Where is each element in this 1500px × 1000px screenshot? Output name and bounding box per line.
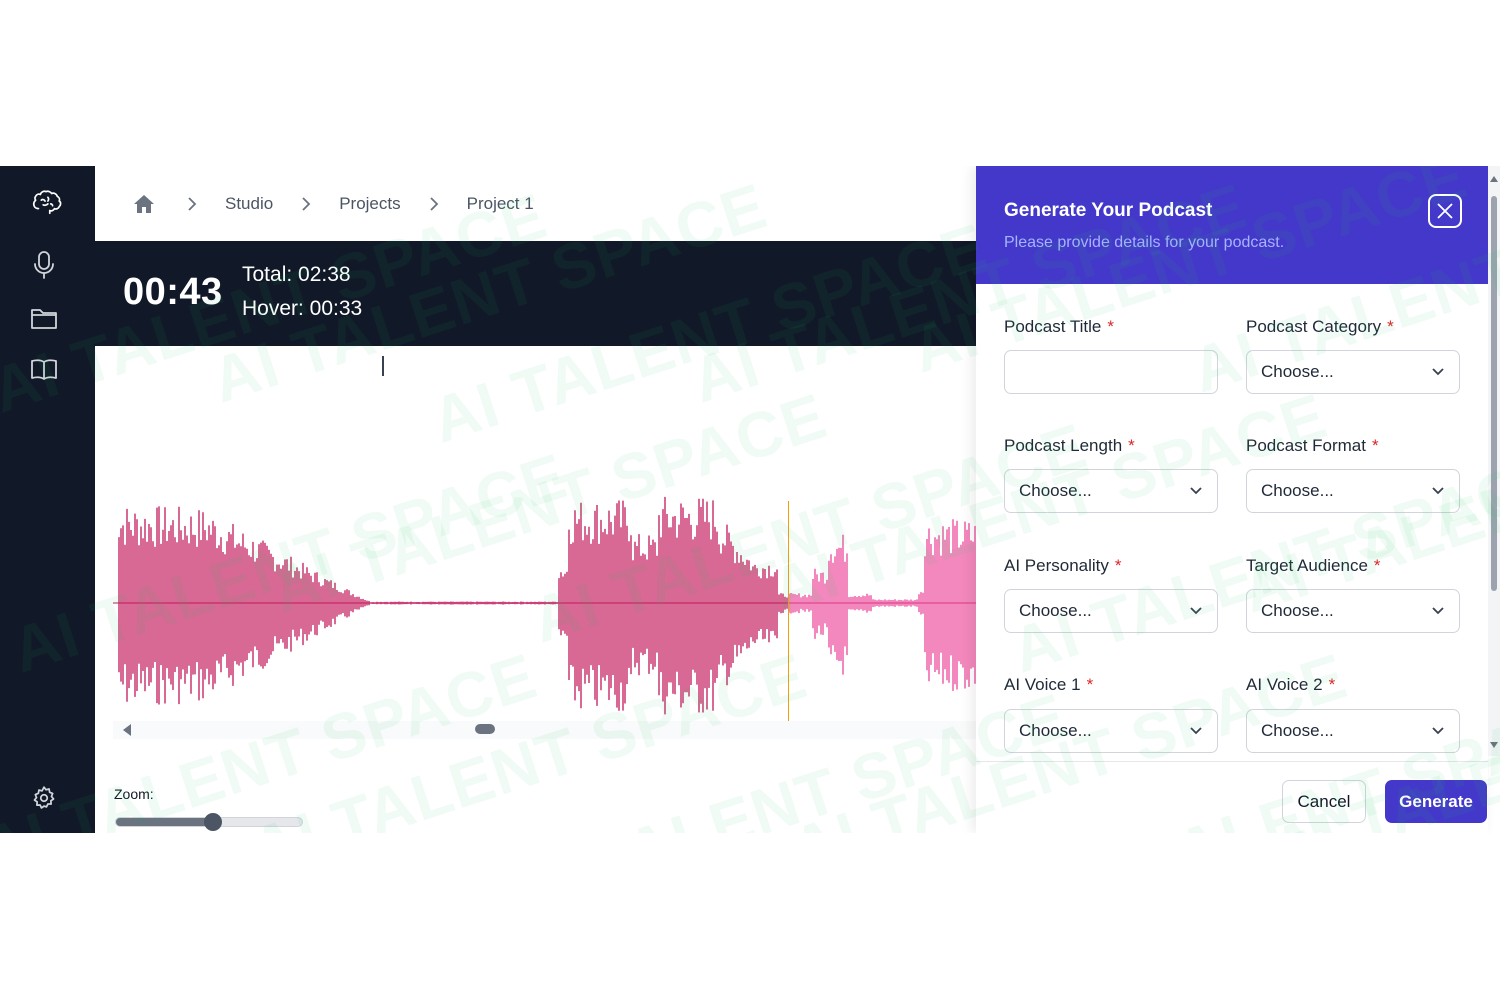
zoom-label: Zoom: bbox=[114, 786, 154, 802]
chevron-down-icon bbox=[1432, 727, 1444, 735]
zoom-fill bbox=[116, 818, 213, 826]
panel-footer-divider bbox=[976, 761, 1488, 762]
book-icon[interactable] bbox=[28, 353, 60, 385]
podcast-title-input[interactable] bbox=[1004, 350, 1218, 394]
sidebar bbox=[0, 166, 95, 833]
timer-bar: 00:43 Total: 02:38 Hover: 00:33 bbox=[95, 241, 976, 346]
chevron-down-icon bbox=[1190, 727, 1202, 735]
waveform-unplayed bbox=[788, 519, 976, 691]
scroll-left-icon[interactable] bbox=[123, 724, 131, 736]
zoom-thumb[interactable] bbox=[203, 813, 222, 831]
scroll-thumb[interactable] bbox=[1491, 196, 1497, 591]
gear-icon[interactable] bbox=[28, 782, 60, 814]
close-icon bbox=[1437, 203, 1453, 219]
scroll-thumb[interactable] bbox=[475, 724, 495, 734]
zoom-slider[interactable] bbox=[115, 813, 303, 831]
ai-voice-2-select[interactable]: Choose... bbox=[1246, 709, 1460, 753]
breadcrumb-item-studio[interactable]: Studio bbox=[225, 193, 274, 213]
waveform[interactable] bbox=[113, 496, 976, 721]
chevron-right-icon bbox=[299, 196, 313, 211]
ai-voice-1-select[interactable]: Choose... bbox=[1004, 709, 1218, 753]
total-time: Total: 02:38 bbox=[242, 263, 351, 286]
ai-personality-label: AI Personality * bbox=[1004, 556, 1122, 575]
chevron-down-icon bbox=[1190, 607, 1202, 615]
panel-title: Generate Your Podcast bbox=[1004, 200, 1213, 221]
panel-vertical-scrollbar[interactable] bbox=[1488, 166, 1500, 756]
hover-time: Hover: 00:33 bbox=[242, 297, 363, 320]
podcast-length-select[interactable]: Choose... bbox=[1004, 469, 1218, 513]
ai-voice-2-label: AI Voice 2 * bbox=[1246, 675, 1336, 694]
chevron-right-icon bbox=[427, 196, 441, 211]
breadcrumb: Studio Projects Project 1 bbox=[95, 166, 976, 241]
horizontal-scrollbar[interactable] bbox=[113, 721, 976, 739]
podcast-category-label: Podcast Category * bbox=[1246, 317, 1394, 336]
podcast-title-label: Podcast Title * bbox=[1004, 317, 1114, 336]
current-time: 00:43 bbox=[123, 271, 223, 313]
scroll-up-icon[interactable] bbox=[1490, 176, 1498, 182]
breadcrumb-item-projects[interactable]: Projects bbox=[339, 193, 401, 213]
podcast-category-select[interactable]: Choose... bbox=[1246, 350, 1460, 394]
panel-subtitle: Please provide details for your podcast. bbox=[1004, 234, 1285, 251]
target-audience-select[interactable]: Choose... bbox=[1246, 589, 1460, 633]
podcast-studio-app: Studio Projects Project 1 00:43 Total: 0… bbox=[0, 166, 1500, 833]
breadcrumb-item-project-1[interactable]: Project 1 bbox=[466, 193, 534, 213]
chevron-down-icon bbox=[1432, 368, 1444, 376]
chevron-down-icon bbox=[1190, 487, 1202, 495]
podcast-format-label: Podcast Format * bbox=[1246, 436, 1379, 455]
chevron-right-icon bbox=[185, 196, 199, 211]
waveform-played bbox=[118, 496, 788, 715]
generate-podcast-panel: Generate Your Podcast Please provide det… bbox=[976, 166, 1488, 833]
chevron-down-icon bbox=[1432, 607, 1444, 615]
podcast-length-label: Podcast Length * bbox=[1004, 436, 1135, 455]
chevron-down-icon bbox=[1432, 487, 1444, 495]
brain-logo-icon[interactable] bbox=[30, 186, 62, 218]
scroll-down-icon[interactable] bbox=[1490, 742, 1498, 748]
folder-icon[interactable] bbox=[28, 302, 60, 334]
target-audience-label: Target Audience * bbox=[1246, 556, 1381, 575]
waveform-area[interactable] bbox=[95, 346, 976, 739]
microphone-icon[interactable] bbox=[28, 249, 60, 281]
panel-header: Generate Your Podcast Please provide det… bbox=[976, 166, 1488, 284]
cancel-button[interactable]: Cancel bbox=[1282, 780, 1366, 823]
ai-voice-1-label: AI Voice 1 * bbox=[1004, 675, 1094, 694]
generate-button[interactable]: Generate bbox=[1385, 780, 1487, 823]
playhead[interactable] bbox=[788, 501, 789, 721]
ai-personality-select[interactable]: Choose... bbox=[1004, 589, 1218, 633]
home-icon[interactable] bbox=[133, 194, 155, 214]
close-button[interactable] bbox=[1428, 194, 1462, 228]
podcast-format-select[interactable]: Choose... bbox=[1246, 469, 1460, 513]
hover-cursor bbox=[382, 356, 384, 376]
